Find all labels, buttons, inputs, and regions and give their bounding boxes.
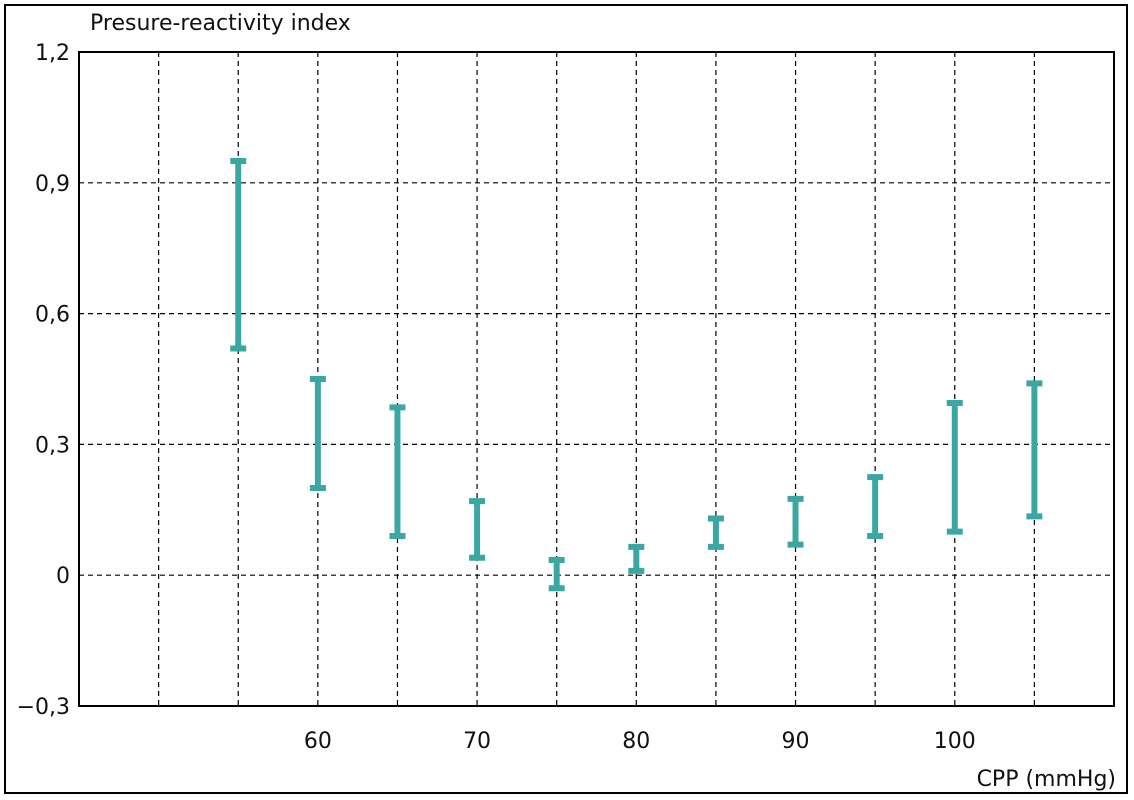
error-bar xyxy=(548,556,565,592)
error-bar xyxy=(867,474,884,539)
error-bar xyxy=(230,158,247,352)
y-axis-label: Presure-reactivity index xyxy=(90,11,351,36)
error-bar xyxy=(469,498,486,561)
error-bar xyxy=(389,404,406,539)
error-bar xyxy=(787,495,804,548)
y-tick-label: −0,3 xyxy=(17,695,70,720)
y-tick-label: 0,3 xyxy=(35,433,70,458)
x-tick-label: 60 xyxy=(304,729,332,754)
error-bar xyxy=(946,399,963,535)
y-tick-label: 0,9 xyxy=(35,172,70,197)
x-axis-label: CPP (mmHg) xyxy=(977,767,1116,792)
error-bars xyxy=(230,158,1043,592)
grid-layer xyxy=(79,52,1114,706)
error-bar xyxy=(309,376,326,491)
y-tick-label: 0 xyxy=(56,564,70,589)
x-tick-label: 80 xyxy=(622,729,650,754)
x-tick-label: 90 xyxy=(782,729,810,754)
chart-frame xyxy=(4,4,1128,794)
error-bar xyxy=(707,515,724,550)
y-tick-label: 1,2 xyxy=(35,41,70,66)
plot-area xyxy=(78,51,1115,707)
error-bar xyxy=(628,543,645,574)
error-bar xyxy=(1026,380,1043,520)
tick-labels: −0,3 0 0,3 0,6 0,9 1,2 60 70 80 90 100 xyxy=(17,41,976,754)
x-tick-label: 70 xyxy=(463,729,491,754)
x-tick-label: 100 xyxy=(934,729,976,754)
y-tick-label: 0,6 xyxy=(35,303,70,328)
